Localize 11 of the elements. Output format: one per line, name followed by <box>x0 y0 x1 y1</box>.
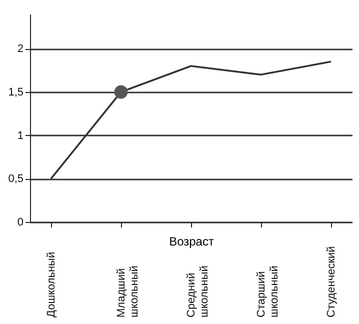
x-tick-label: Дошкольный <box>46 252 58 318</box>
y-tick-label: 1 <box>17 130 24 142</box>
y-tick-label: 2 <box>17 43 24 56</box>
y-tick-label: 1,5 <box>8 86 24 98</box>
y-tick-label: 0,5 <box>8 173 24 186</box>
x-axis-title: Возраст <box>169 234 214 248</box>
x-tick-label: Старший школьный <box>256 266 280 318</box>
x-tick-label: Младший школьный <box>116 266 140 318</box>
y-tick-label: 0 <box>17 216 24 228</box>
x-tick-label: Студенческий <box>326 246 338 318</box>
x-tick-label: Средний школьный <box>186 266 210 318</box>
